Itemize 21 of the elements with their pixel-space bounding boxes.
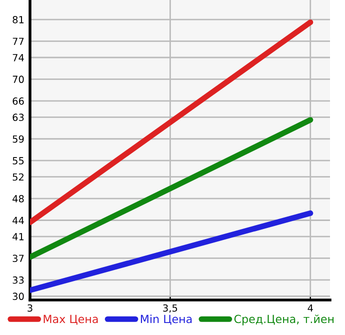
- legend-label: Min Цена: [140, 314, 192, 325]
- y-tick-label: 33: [12, 276, 24, 284]
- y-tick-label: 81: [12, 16, 24, 24]
- y-tick-label: 74: [12, 54, 24, 62]
- y-tick-label: 44: [12, 216, 24, 224]
- y-tick-label: 30: [12, 292, 24, 300]
- y-tick-label: 70: [12, 76, 24, 84]
- y-tick-label: 77: [12, 38, 24, 45]
- legend-label: Сред.Цена, т.йен: [234, 314, 334, 326]
- legend-label: Max Цена: [44, 314, 98, 325]
- x-tick-label: 4: [308, 304, 313, 312]
- y-tick-label: 59: [12, 135, 24, 143]
- y-tick-label: 48: [12, 195, 24, 202]
- y-tick-label: 66: [12, 97, 24, 105]
- x-tick-label: 3: [28, 304, 32, 312]
- y-tick-label: 63: [12, 114, 24, 122]
- y-tick-label: 37: [12, 254, 24, 262]
- y-tick-label: 55: [12, 157, 24, 164]
- y-tick-label: 52: [12, 173, 24, 181]
- x-tick-label: 3,5: [163, 304, 178, 313]
- y-tick-label: 41: [12, 233, 24, 240]
